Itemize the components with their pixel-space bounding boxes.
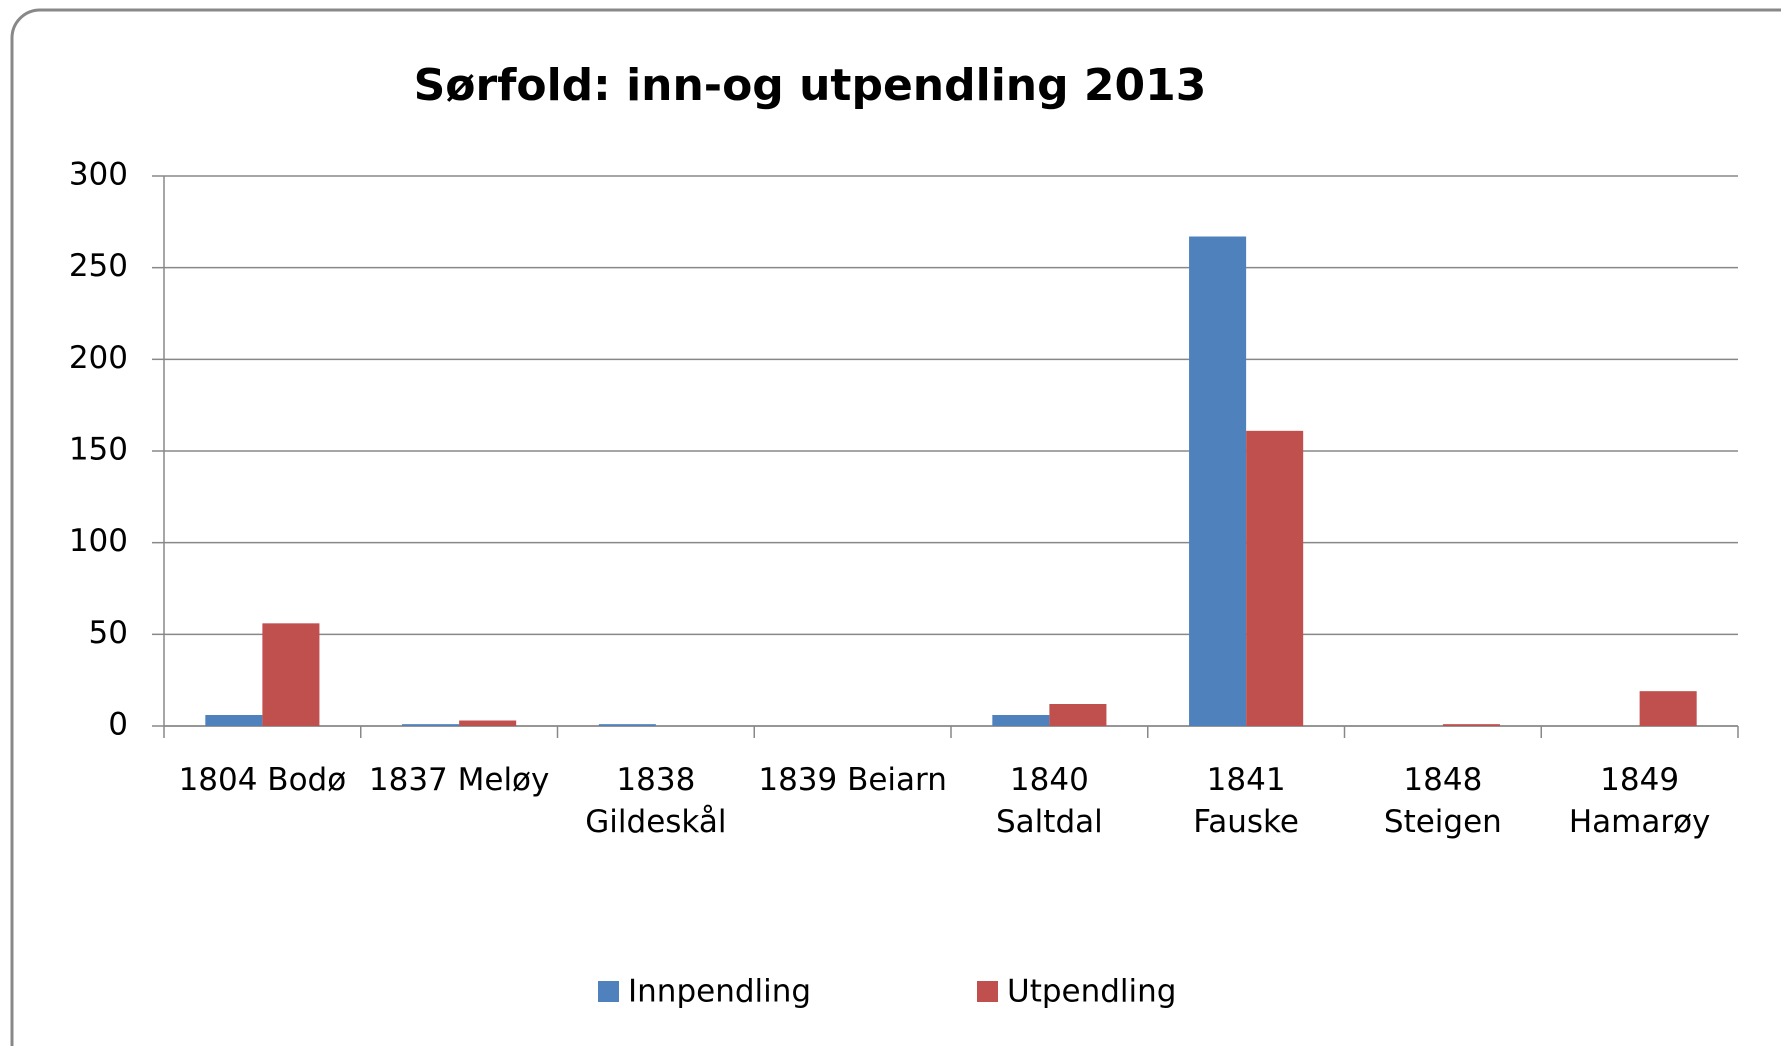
chart-title: Sørfold: inn-og utpendling 2013 xyxy=(414,60,1207,111)
y-tick-label: 300 xyxy=(69,157,128,193)
y-tick-label: 250 xyxy=(69,248,128,284)
x-tick-label: 1841 Fauske xyxy=(1193,762,1299,840)
y-tick-label: 200 xyxy=(69,340,128,376)
bar xyxy=(992,715,1050,726)
y-tick-label: 50 xyxy=(89,615,128,651)
legend-swatch xyxy=(598,981,619,1002)
y-tick-label: 0 xyxy=(108,707,128,743)
bar xyxy=(1049,704,1107,726)
bar xyxy=(402,724,460,726)
bar xyxy=(1189,236,1247,726)
x-tick-label: 1840 Saltdal xyxy=(996,762,1103,840)
legend-label: Innpendling xyxy=(628,974,811,1010)
bar xyxy=(459,720,517,726)
bar xyxy=(205,715,263,726)
x-tick-label: 1849 Hamarøy xyxy=(1569,762,1711,840)
bar xyxy=(598,724,656,726)
x-tick-label: 1804 Bodø xyxy=(179,762,347,798)
x-tick-label: 1839 Beiarn xyxy=(758,762,947,798)
legend-label: Utpendling xyxy=(1007,974,1176,1010)
y-tick-label: 150 xyxy=(69,432,128,468)
y-tick-label: 100 xyxy=(69,523,128,559)
chart-border xyxy=(10,8,1781,1046)
x-tick-label: 1837 Meløy xyxy=(369,762,550,798)
x-tick-label: 1838 Gildeskål xyxy=(585,762,726,840)
bar xyxy=(1639,691,1697,726)
bar xyxy=(262,623,320,726)
bar xyxy=(1246,430,1304,726)
x-tick-label: 1848 Steigen xyxy=(1384,762,1502,840)
legend-swatch xyxy=(977,981,998,1002)
bar xyxy=(1442,724,1500,726)
